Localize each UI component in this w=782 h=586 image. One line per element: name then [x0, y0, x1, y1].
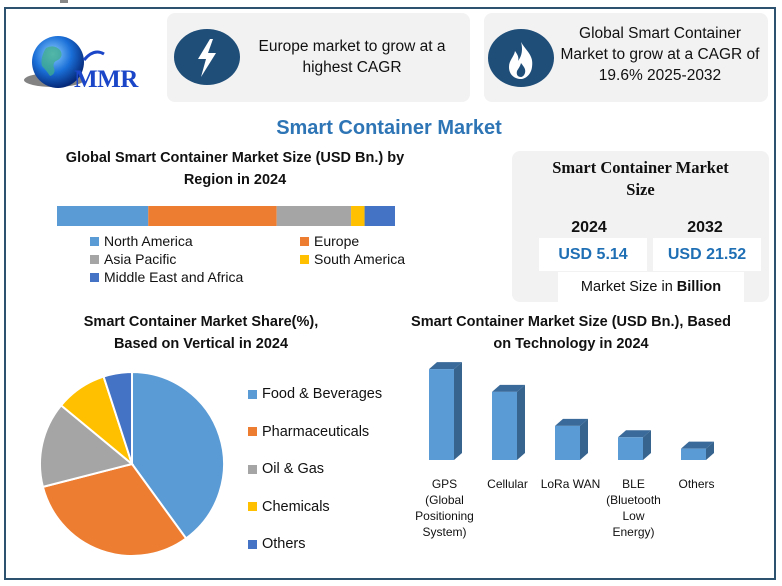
global-cagr-card: Global Smart Container Market to grow at…: [484, 13, 768, 102]
year-2024-label: 2024: [571, 219, 607, 236]
legend-label: North America: [104, 233, 193, 249]
page-title: Smart Container Market: [276, 117, 502, 139]
region-segment-europe: [148, 206, 277, 226]
value-2024: USD 5.14: [539, 238, 647, 271]
region-chart-title: Global Smart Container Market Size (USD …: [65, 150, 405, 188]
tech-bar-ble-bluetooth-low-energy: [618, 430, 651, 460]
market-size-note-unit: Billion: [676, 279, 722, 295]
legend-label: Oil & Gas: [262, 461, 325, 477]
tech-bar-lora-wan: [555, 418, 588, 460]
legend-swatch: [248, 427, 257, 436]
legend-swatch: [300, 254, 309, 264]
legend-swatch: [90, 254, 99, 264]
pie-slice-others: [102, 370, 133, 465]
top-edge-mark: [60, 0, 68, 3]
tech-tick-label-others: Others: [678, 477, 715, 491]
region-segment-middle-east-and-africa: [364, 206, 395, 226]
mmr-logo: MMR: [24, 34, 164, 100]
vertical-legend-food-beverages: Food & Beverages: [248, 386, 382, 402]
legend-label: Chemicals: [262, 498, 330, 515]
region-segment-south-america: [351, 206, 365, 226]
region-legend-asia-pacific: Asia Pacific: [90, 251, 176, 267]
legend-swatch: [300, 236, 309, 246]
legend-label: Food & Beverages: [262, 386, 383, 402]
year-2032-label: 2032: [687, 219, 723, 236]
tech-tick-label-cellular: Cellular: [487, 477, 528, 491]
globe-icon: [24, 36, 105, 88]
technology-3d-bar-chart: [429, 362, 714, 460]
value-2032: USD 21.52: [653, 238, 761, 271]
tech-bar-cellular: [492, 384, 525, 460]
legend-swatch: [248, 389, 257, 399]
vertical-legend-pharmaceuticals: Pharmaceuticals: [248, 424, 369, 440]
tech-tick-label-lora-wan: LoRa WAN: [540, 477, 601, 491]
flame-icon: [488, 29, 554, 87]
legend-label: Asia Pacific: [104, 251, 177, 267]
pie-slice-oil-gas: [39, 403, 135, 489]
vertical-legend-oil-gas: Oil & Gas: [248, 461, 324, 477]
legend-swatch: [248, 502, 257, 511]
tech-tick-label-gps-global-positioning-system: GPS (Global Positioning System): [415, 477, 474, 539]
legend-label: Middle East and Africa: [104, 269, 244, 285]
market-size-note: Market Size in Billion: [558, 272, 744, 302]
lightning-bolt-icon: [174, 29, 240, 85]
legend-label: Pharmaceuticals: [262, 423, 370, 440]
europe-cagr-card: Europe market to grow at a highest CAGR: [167, 13, 470, 102]
market-size-note-prefix: Market Size in: [580, 279, 677, 295]
region-legend-north-america: North America: [90, 233, 193, 249]
legend-label: Europe: [314, 233, 360, 249]
region-legend-europe: Europe: [300, 233, 359, 249]
region-legend-south-america: South America: [300, 251, 405, 267]
market-size-title: Smart Container Market Size: [552, 158, 729, 199]
vertical-legend-others: Others: [248, 536, 306, 552]
pie-slice-food-beverages: [131, 370, 225, 540]
region-legend-middle-east-and-africa: Middle East and Africa: [90, 269, 243, 285]
region-segment-north-america: [57, 206, 149, 226]
vertical-pie-chart: [39, 370, 225, 557]
vertical-legend-chemicals: Chemicals: [248, 499, 330, 515]
tech-tick-label-ble-bluetooth-low-energy: BLE (Bluetooth Low Energy): [606, 477, 661, 539]
vertical-chart-title: Smart Container Market Share(%), Based o…: [83, 314, 319, 352]
region-stacked-bar-chart: [57, 206, 395, 226]
pie-slice-pharmaceuticals: [41, 462, 188, 557]
legend-label: Others: [262, 536, 306, 552]
legend-swatch: [248, 539, 257, 549]
technology-chart-title: Smart Container Market Size (USD Bn.), B…: [411, 314, 731, 352]
global-cagr-text: Global Smart Container Market to grow at…: [560, 25, 760, 84]
market-size-panel: Smart Container Market Size 2024 2032 US…: [512, 151, 769, 302]
europe-cagr-text: Europe market to grow at a highest CAGR: [258, 38, 446, 76]
legend-swatch: [248, 464, 257, 474]
logo-text: MMR: [74, 66, 138, 93]
legend-swatch: [90, 236, 99, 246]
region-segment-asia-pacific: [276, 206, 352, 226]
legend-swatch: [90, 272, 99, 282]
tech-bar-gps-global-positioning-system: [429, 362, 462, 460]
legend-label: South America: [314, 251, 406, 267]
tech-bar-others: [681, 441, 714, 460]
